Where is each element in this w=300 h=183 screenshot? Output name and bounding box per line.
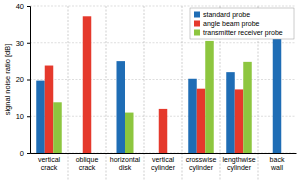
x-tick-label-line: cylinder [151, 164, 176, 172]
x-tick: horizontaldisk [110, 153, 141, 171]
x-tick-label-line: horizontal [110, 156, 141, 163]
x-tick: verticalcylinder [151, 153, 176, 172]
bar [159, 109, 168, 153]
y-tick-mark [27, 116, 30, 117]
separator [144, 6, 145, 181]
x-tick: crosswisecylinder [186, 153, 217, 172]
x-tick: lengthwisecylinder [222, 153, 255, 172]
y-tick-label: 0 [20, 149, 24, 158]
plot: 010203040verticalcrackobliquecrackhorizo… [16, 2, 297, 181]
x-tick-label: obliquecrack [76, 156, 99, 171]
y-tick: 10 [16, 112, 30, 121]
x-tick-label-line: back [270, 156, 285, 163]
y-tick-label: 40 [16, 2, 24, 11]
bar [45, 66, 54, 153]
bar [83, 16, 92, 153]
x-tick-label-line: cylinder [189, 164, 214, 172]
y-tick-label: 10 [16, 112, 24, 121]
y-tick-mark [27, 6, 30, 7]
separator [106, 6, 107, 181]
y-tick: 40 [16, 2, 30, 11]
legend: standard probeangle beam probetransmitte… [190, 8, 294, 39]
grid-line [30, 42, 296, 43]
legend-label: standard probe [203, 11, 250, 19]
x-tick-label-line: crack [41, 164, 58, 171]
x-tick-label-line: vertical [152, 156, 175, 163]
x-tick-label-line: crosswise [186, 156, 217, 163]
bar [117, 61, 126, 153]
x-tick-label: backwall [270, 156, 285, 171]
y-tick-mark [27, 43, 30, 44]
bar [226, 72, 235, 153]
x-tick: obliquecrack [76, 153, 99, 171]
grid-line [30, 6, 296, 7]
bar [273, 39, 282, 153]
x-tick-label: verticalcylinder [151, 156, 176, 172]
bar [205, 41, 214, 153]
x-tick: verticalcrack [38, 153, 61, 171]
y-tick-label: 20 [16, 75, 24, 84]
x-tick-label-line: vertical [38, 156, 61, 163]
x-tick-label: horizontaldisk [110, 156, 141, 171]
legend-item: transmitter receiver probe [194, 29, 283, 37]
grid-line [30, 79, 296, 80]
bar [125, 113, 134, 153]
y-tick-mark [27, 80, 30, 81]
y-axis-title: signal noise ratio [dB] [3, 44, 12, 116]
x-tick-label: verticalcrack [38, 156, 61, 171]
legend-swatch [194, 12, 200, 18]
bar [197, 89, 206, 153]
chart: 010203040verticalcrackobliquecrackhorizo… [0, 0, 300, 183]
x-tick-label: crosswisecylinder [186, 156, 217, 172]
y-tick-label: 30 [16, 39, 24, 48]
y-axis-line [27, 7, 31, 154]
bar [235, 89, 244, 153]
bar [188, 79, 197, 153]
x-tick-label: lengthwisecylinder [222, 156, 255, 172]
bar [53, 102, 62, 153]
separator [68, 6, 69, 181]
y-tick: 30 [16, 39, 30, 48]
x-axis-line [31, 153, 297, 154]
x-tick-label-line: crack [79, 164, 96, 171]
legend-item: angle beam probe [194, 20, 260, 28]
x-tick-label-line: cylinder [227, 164, 252, 172]
y-tick-mark [27, 153, 30, 154]
y-tick: 20 [16, 75, 30, 84]
y-tick: 0 [20, 149, 30, 158]
x-tick: backwall [270, 153, 285, 171]
x-axis: verticalcrackobliquecrackhorizontaldiskv… [31, 153, 297, 172]
separator [182, 6, 183, 181]
legend-box [190, 8, 294, 39]
legend-swatch [194, 30, 200, 36]
legend-label: transmitter receiver probe [203, 29, 283, 37]
legend-swatch [194, 21, 200, 27]
x-tick-label-line: disk [119, 164, 132, 171]
x-tick-label-line: wall [270, 164, 284, 171]
legend-label: angle beam probe [203, 20, 260, 28]
y-axis: 0 10 20 30 40 [16, 2, 31, 158]
bar [243, 62, 252, 153]
legend-item: standard probe [194, 11, 250, 19]
bar [36, 81, 45, 153]
grid [30, 6, 296, 153]
